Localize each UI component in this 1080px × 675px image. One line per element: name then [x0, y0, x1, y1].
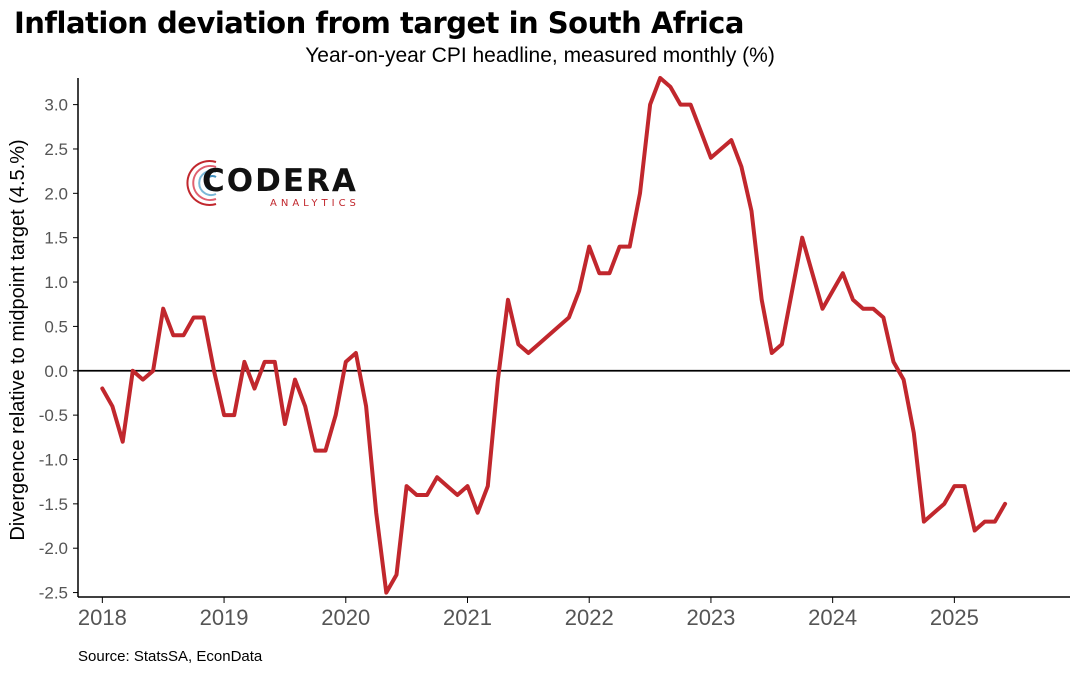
x-tick-label: 2021: [443, 605, 492, 630]
cpi-deviation-line: [100, 76, 1008, 595]
logo-wordmark: CODERA: [202, 163, 358, 199]
x-axis-ticks: 2018 2019 2020 2021 2022 2023 2024 2025: [78, 597, 979, 630]
y-tick-label: 2.0: [44, 184, 68, 203]
x-tick-label: 2018: [78, 605, 127, 630]
x-tick-label: 2025: [930, 605, 979, 630]
chart-title: Inflation deviation from target in South…: [14, 6, 744, 40]
x-tick-label: 2023: [686, 605, 735, 630]
chart-subtitle: Year-on-year CPI headline, measured mont…: [305, 44, 775, 67]
x-tick-label: 2024: [808, 605, 857, 630]
y-axis-ticks: -2.5 -2.0 -1.5 -1.0 -0.5 0.0 0.5 1.0 1.5 2.0 2.5 3.…: [39, 96, 78, 603]
y-tick-label: -2.5: [39, 584, 68, 603]
source-note: Source: StatsSA, EconData: [78, 648, 263, 665]
y-tick-label: 1.5: [44, 229, 68, 248]
y-tick-label: 1.0: [44, 273, 68, 292]
x-tick-label: 2020: [321, 605, 370, 630]
y-tick-label: -2.0: [39, 539, 68, 558]
y-axis-label: Divergence relative to midpoint target (…: [7, 139, 29, 540]
fingerprint-logo-icon: [186, 160, 217, 206]
logo-tagline: ANALYTICS: [270, 198, 360, 209]
series-group: [100, 76, 1008, 595]
y-tick-label: 3.0: [44, 96, 68, 115]
x-tick-label: 2022: [565, 605, 614, 630]
y-tick-label: 2.5: [44, 140, 68, 159]
y-tick-label: -1.5: [39, 495, 68, 514]
y-tick-label: 0.0: [44, 362, 68, 381]
y-tick-label: 0.5: [44, 317, 68, 336]
codera-logo: CODERA ANALYTICS: [186, 152, 376, 214]
x-tick-label: 2019: [200, 605, 249, 630]
y-tick-label: -1.0: [39, 450, 68, 469]
y-tick-label: -0.5: [39, 406, 68, 425]
